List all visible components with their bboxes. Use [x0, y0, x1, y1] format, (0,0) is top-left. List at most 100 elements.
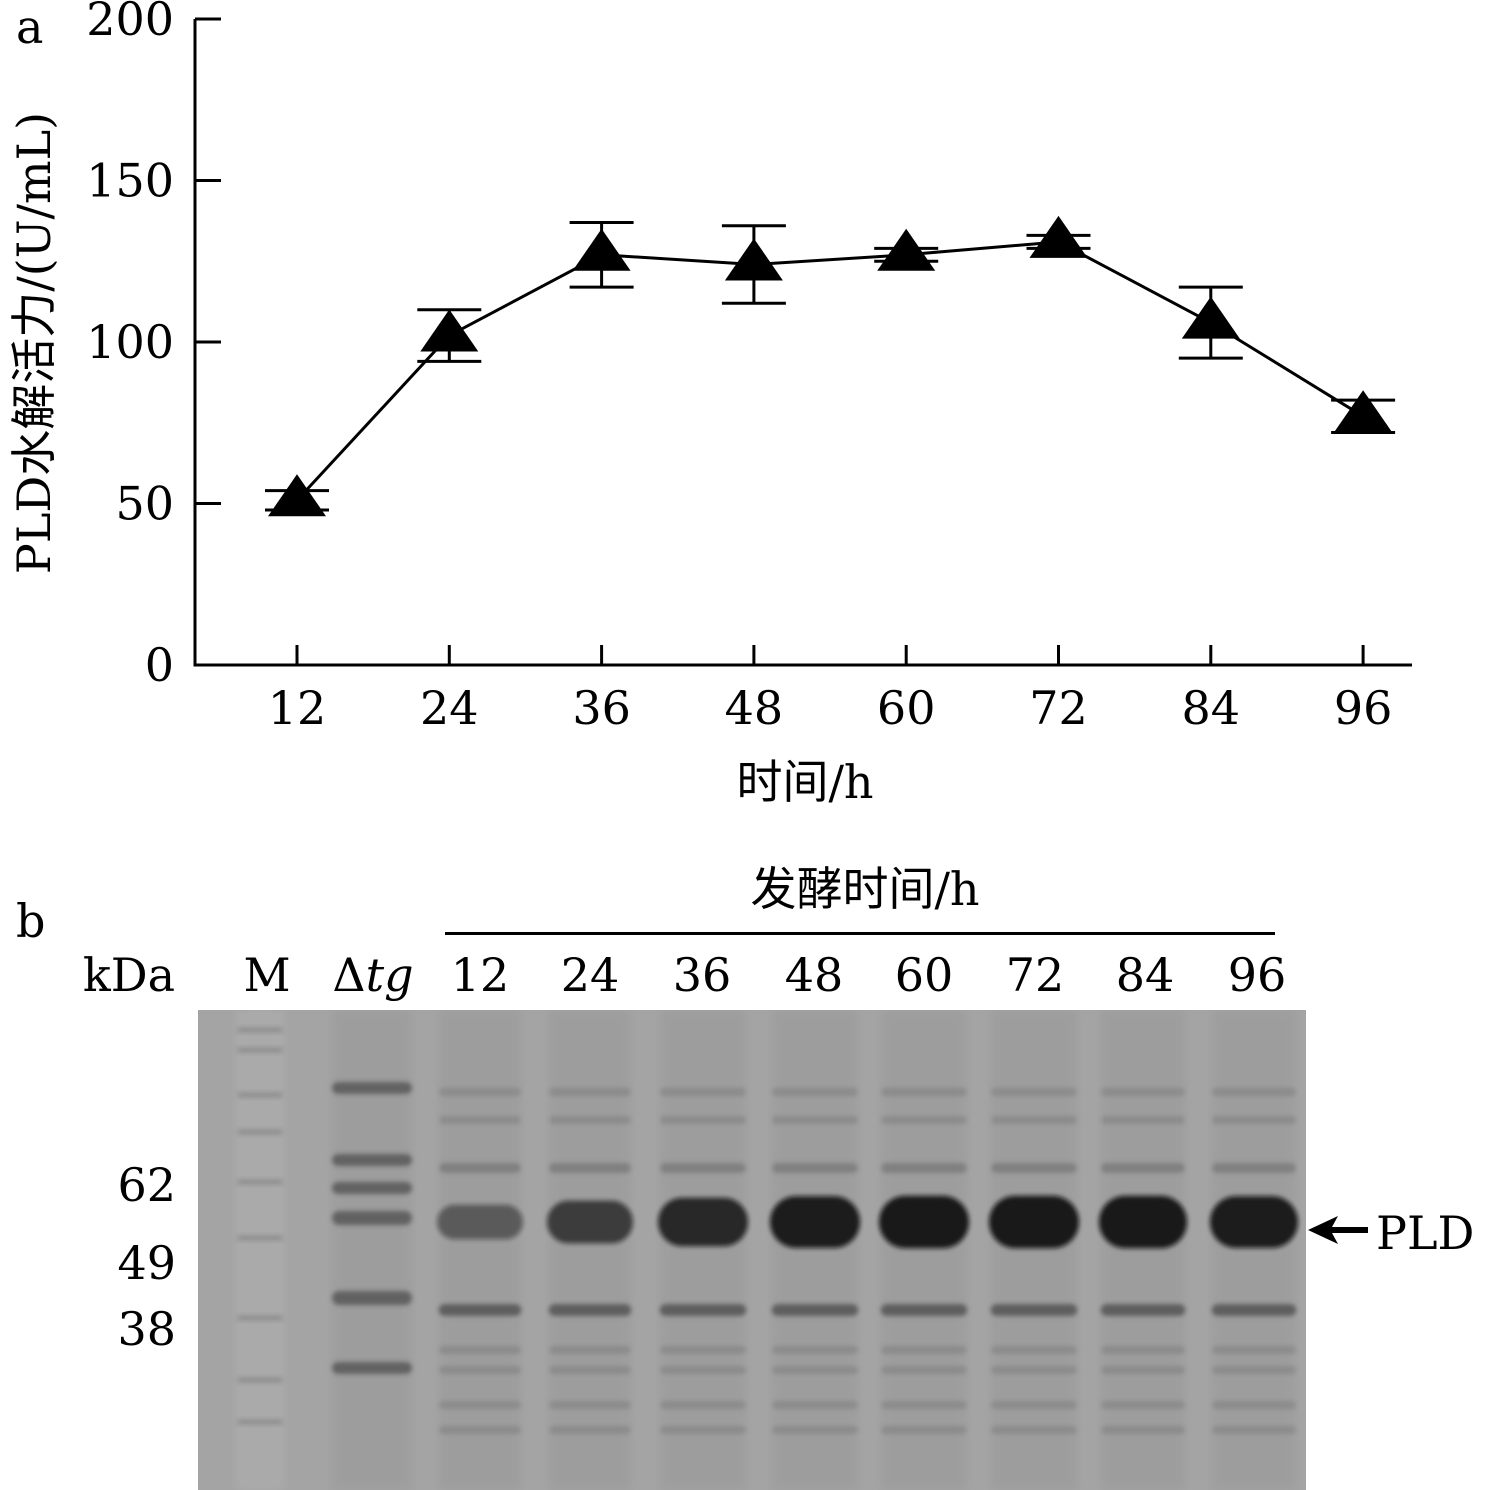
y-tick-label: 200 — [86, 0, 174, 46]
triangle-marker — [268, 474, 326, 517]
upper-band — [991, 1163, 1077, 1173]
background-band — [772, 1346, 858, 1354]
pld-band — [989, 1195, 1079, 1249]
y-tick-label: 0 — [145, 638, 174, 692]
x-tick-label: 96 — [1334, 681, 1393, 735]
background-band — [1101, 1401, 1185, 1409]
background-band — [439, 1116, 521, 1124]
background-band — [660, 1401, 746, 1409]
fermentation-time-label: 发酵时间/h — [750, 862, 980, 916]
mw-label-38: 38 — [117, 1302, 176, 1356]
background-band — [991, 1426, 1077, 1434]
series-line — [295, 240, 1364, 502]
y-tick-label: 100 — [86, 315, 174, 369]
x-axis-ticks: 12 24 36 48 60 72 84 96 — [268, 645, 1393, 735]
triangle-marker — [420, 309, 479, 352]
lower-band — [1101, 1304, 1185, 1316]
control-band — [332, 1182, 412, 1194]
control-band — [332, 1154, 412, 1166]
upper-band — [772, 1163, 858, 1173]
marker-band — [237, 1027, 283, 1033]
background-band — [991, 1346, 1077, 1354]
panel-a-letter: a — [16, 0, 44, 54]
background-band — [1101, 1366, 1185, 1374]
x-tick-label: 84 — [1182, 681, 1241, 735]
upper-band — [439, 1163, 521, 1173]
background-band — [772, 1366, 858, 1374]
y-axis-label: PLD水解活力/(U/mL) — [7, 112, 61, 574]
background-band — [881, 1116, 967, 1124]
background-band — [881, 1088, 967, 1096]
background-band — [991, 1116, 1077, 1124]
panel-b-letter: b — [16, 894, 46, 948]
background-band — [1101, 1346, 1185, 1354]
background-band — [660, 1116, 746, 1124]
lower-band — [772, 1304, 858, 1316]
upper-band — [660, 1163, 746, 1173]
lane-label-96: 96 — [1227, 948, 1287, 1002]
background-band — [772, 1401, 858, 1409]
triangle-marker — [1181, 296, 1240, 339]
x-axis-label: 时间/h — [736, 755, 873, 809]
lane-label-72: 72 — [1005, 948, 1065, 1002]
axes — [193, 19, 1412, 667]
background-band — [549, 1088, 631, 1096]
background-band — [772, 1426, 858, 1434]
pld-band — [770, 1196, 860, 1248]
gel-lane — [772, 1010, 858, 1490]
background-band — [660, 1346, 746, 1354]
gel-lane — [1101, 1010, 1185, 1490]
triangle-marker — [1029, 215, 1088, 258]
lower-band — [991, 1304, 1077, 1316]
background-band — [1212, 1426, 1296, 1434]
lane-label-24: 24 — [560, 948, 620, 1002]
group-bracket-line — [445, 932, 1275, 935]
x-tick-label: 48 — [725, 681, 784, 735]
background-band — [1212, 1401, 1296, 1409]
lane-label-60: 60 — [894, 948, 954, 1002]
gel-lane — [549, 1010, 631, 1490]
background-band — [549, 1346, 631, 1354]
y-tick-label: 150 — [86, 154, 174, 208]
pld-band — [547, 1200, 633, 1244]
control-band — [332, 1082, 412, 1094]
triangle-marker — [572, 228, 631, 271]
lower-band — [439, 1304, 521, 1316]
pld-band — [879, 1195, 969, 1249]
background-band — [549, 1401, 631, 1409]
background-band — [549, 1426, 631, 1434]
background-band — [1101, 1088, 1185, 1096]
background-band — [772, 1116, 858, 1124]
background-band — [660, 1366, 746, 1374]
background-band — [660, 1088, 746, 1096]
marker-band — [237, 1047, 283, 1053]
triangle-marker — [877, 228, 936, 271]
lane-label-12: 12 — [450, 948, 510, 1002]
pld-band — [658, 1197, 748, 1247]
triangle-marker — [724, 238, 783, 281]
background-band — [1212, 1346, 1296, 1354]
background-band — [660, 1426, 746, 1434]
control-band — [332, 1362, 412, 1374]
control-band — [332, 1291, 412, 1305]
marker-band — [237, 1092, 283, 1098]
control-band — [332, 1211, 412, 1225]
mw-label-49: 49 — [117, 1236, 176, 1290]
pld-band-label: PLD — [1376, 1206, 1475, 1260]
lower-band — [660, 1304, 746, 1316]
background-band — [991, 1401, 1077, 1409]
data-points — [268, 215, 1393, 517]
marker-band — [237, 1419, 283, 1425]
left-arrow-icon — [1308, 1216, 1368, 1244]
background-band — [881, 1401, 967, 1409]
control-gene-label: tg — [365, 948, 414, 1002]
background-band — [439, 1366, 521, 1374]
pld-band — [437, 1204, 523, 1240]
marker-band — [237, 1179, 283, 1185]
y-tick-label: 50 — [115, 477, 174, 531]
gel-lane — [991, 1010, 1077, 1490]
upper-band — [1212, 1163, 1296, 1173]
background-band — [881, 1366, 967, 1374]
background-band — [991, 1088, 1077, 1096]
background-band — [439, 1346, 521, 1354]
